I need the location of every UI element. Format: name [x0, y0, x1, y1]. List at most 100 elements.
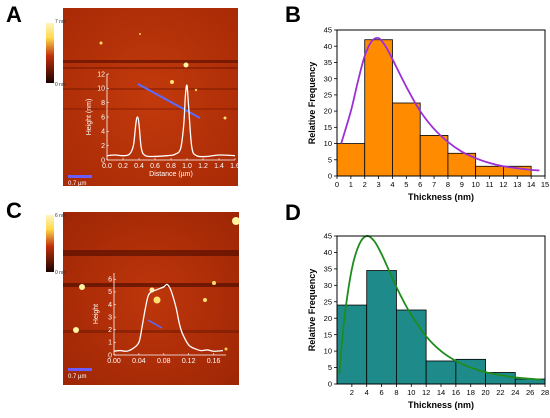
x-tick-label: 12 — [499, 180, 507, 189]
histogram-bar — [419, 135, 449, 177]
inset-y-axis-title: Height — [93, 304, 100, 324]
x-tick-label: 10 — [407, 388, 415, 397]
inset-x-tick-label: 0.12 — [182, 358, 196, 365]
afm-particle-c4 — [153, 296, 161, 304]
afm-particle-c1 — [79, 284, 85, 290]
inset-y-tick-label: 6 — [108, 277, 112, 284]
afm-particle-a4 — [194, 88, 198, 92]
panel-letter-a: A — [6, 2, 22, 27]
afm-image-c — [63, 212, 240, 385]
x-tick-label: 10 — [471, 180, 479, 189]
x-axis-title: Thickness (nm) — [408, 192, 474, 202]
inset-x-tick-label: 0.8 — [166, 163, 176, 170]
afm-background-a — [63, 8, 238, 186]
histogram-bar — [392, 102, 421, 177]
scalebar-c — [68, 368, 92, 371]
fit-curve — [338, 235, 542, 381]
scalebar-a — [68, 175, 92, 178]
inset-y-tick-label: 4 — [101, 129, 105, 136]
panel-letter-d: D — [285, 200, 301, 225]
y-tick-label: 35 — [324, 58, 332, 67]
inset-y-tick-label: 0 — [101, 157, 105, 164]
afm-particle-a3 — [170, 80, 174, 84]
y-axis-title: Relative Frequency — [307, 269, 317, 352]
inset-y-tick-label: 4 — [108, 302, 112, 309]
x-tick-label: 8 — [446, 180, 450, 189]
scalebar-c-label: 0.7 µm — [68, 374, 86, 380]
panel-letter-b: B — [285, 2, 301, 27]
inset-y-axis-title: Height (nm) — [86, 99, 93, 136]
x-tick-label: 4 — [365, 388, 369, 397]
afm-image-a — [63, 8, 238, 186]
x-tick-label: 2 — [350, 388, 354, 397]
x-tick-label: 6 — [379, 388, 383, 397]
y-tick-label: 10 — [324, 139, 332, 148]
inset-y-tick-label: 1 — [108, 340, 112, 347]
afm-particle-c2 — [73, 327, 79, 333]
panel-letter-c: C — [6, 198, 22, 223]
afm-particle-a2 — [99, 41, 103, 45]
colorbar-c-top-label: 6 nm — [55, 213, 66, 219]
x-axis-title: Thickness (nm) — [408, 400, 474, 410]
x-tick-label: 22 — [496, 388, 504, 397]
inset-y-tick-label: 8 — [101, 100, 105, 107]
y-tick-label: 20 — [324, 107, 332, 116]
height-profile-curve — [113, 283, 223, 352]
x-tick-label: 2 — [363, 180, 367, 189]
afm-particle-c6 — [212, 281, 216, 285]
inset-y-tick-label: 0 — [108, 352, 112, 359]
afm-scanline-c2 — [63, 283, 239, 287]
x-tick-label: 26 — [526, 388, 534, 397]
height-profile-c: 0 1 2 3 4 5 6 0.00 0.04 0.08 0.12 0.16 Height — [93, 273, 226, 365]
y-tick-label: 5 — [328, 155, 332, 164]
inset-y-tick-label: 3 — [108, 314, 112, 321]
y-tick-label: 20 — [324, 314, 332, 323]
afm-particle-c5 — [203, 298, 207, 302]
x-tick-label: 20 — [481, 388, 489, 397]
inset-y-tick-label: 6 — [101, 114, 105, 121]
x-tick-label: 15 — [541, 180, 549, 189]
x-tick-label: 1 — [349, 180, 353, 189]
afm-particle-a6 — [139, 33, 141, 35]
x-tick-label: 5 — [404, 180, 408, 189]
x-tick-label: 3 — [377, 180, 381, 189]
inset-y-tick-label: 2 — [108, 327, 112, 334]
height-profile-curve — [106, 84, 236, 158]
inset-x-tick-label: 0.2 — [118, 163, 128, 170]
y-tick-label: 0 — [328, 380, 332, 389]
y-tick-label: 30 — [324, 281, 332, 290]
y-tick-label: 15 — [324, 123, 332, 132]
x-tick-label: 0 — [335, 180, 339, 189]
histogram-bar — [366, 270, 397, 385]
afm-scanline-a4 — [63, 108, 238, 110]
afm-scanline-c1 — [63, 250, 239, 256]
inset-y-tick-label: 12 — [97, 71, 105, 78]
y-tick-label: 45 — [324, 26, 332, 35]
afm-particle-c8 — [224, 347, 228, 351]
histogram-bar — [475, 165, 504, 177]
inset-x-tick-label: 0.00 — [107, 358, 121, 365]
plot-frame — [336, 29, 546, 177]
histogram-bar — [364, 39, 393, 177]
inset-x-tick-label: 0.08 — [157, 358, 171, 365]
colorbar-c — [46, 215, 54, 272]
y-tick-label: 45 — [324, 232, 332, 241]
y-tick-label: 25 — [324, 90, 332, 99]
inset-y-tick-label: 10 — [97, 86, 105, 93]
afm-scanline-c3 — [63, 330, 239, 333]
x-tick-label: 4 — [390, 180, 394, 189]
x-tick-label: 18 — [467, 388, 475, 397]
inset-x-tick-label: 1.0 — [182, 163, 192, 170]
x-tick-label: 14 — [527, 180, 535, 189]
y-tick-label: 0 — [328, 172, 332, 181]
y-tick-label: 35 — [324, 264, 332, 273]
afm-profile-line-c — [147, 319, 163, 329]
x-tick-label: 6 — [418, 180, 422, 189]
afm-scanline-a1 — [63, 60, 238, 63]
afm-particle-a5 — [223, 116, 227, 120]
inset-x-tick-label: 1.2 — [198, 163, 208, 170]
y-tick-label: 5 — [328, 363, 332, 372]
x-tick-label: 9 — [460, 180, 464, 189]
inset-x-tick-label: 0.16 — [207, 358, 221, 365]
